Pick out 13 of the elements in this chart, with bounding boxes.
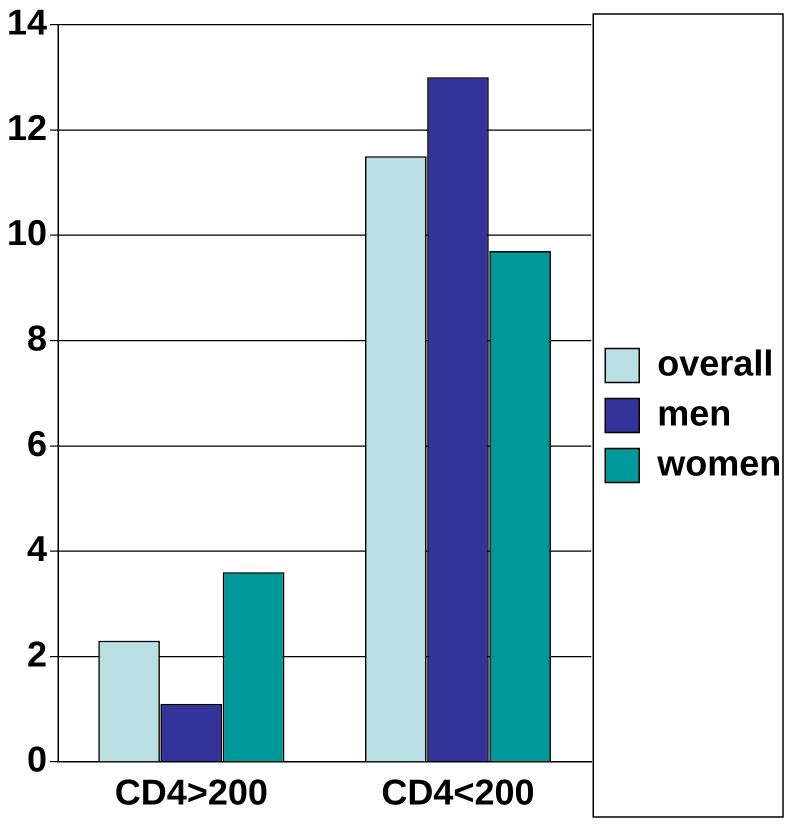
y-tick-label: 10 [6, 212, 48, 254]
legend-label: women [656, 442, 782, 484]
y-tick-label: 0 [27, 738, 48, 780]
y-tick-label: 12 [6, 106, 48, 148]
y-tick-label: 14 [6, 2, 48, 43]
y-tick-label: 2 [27, 633, 48, 674]
legend-label: overall [657, 342, 774, 384]
y-tick-label: 4 [27, 528, 48, 570]
y-tick-label: 6 [27, 422, 48, 464]
legend-label: men [657, 392, 732, 434]
x-tick-label: CD4<200 [381, 771, 535, 812]
x-tick-label: CD4>200 [114, 771, 268, 812]
y-tick-label: 8 [27, 317, 48, 358]
